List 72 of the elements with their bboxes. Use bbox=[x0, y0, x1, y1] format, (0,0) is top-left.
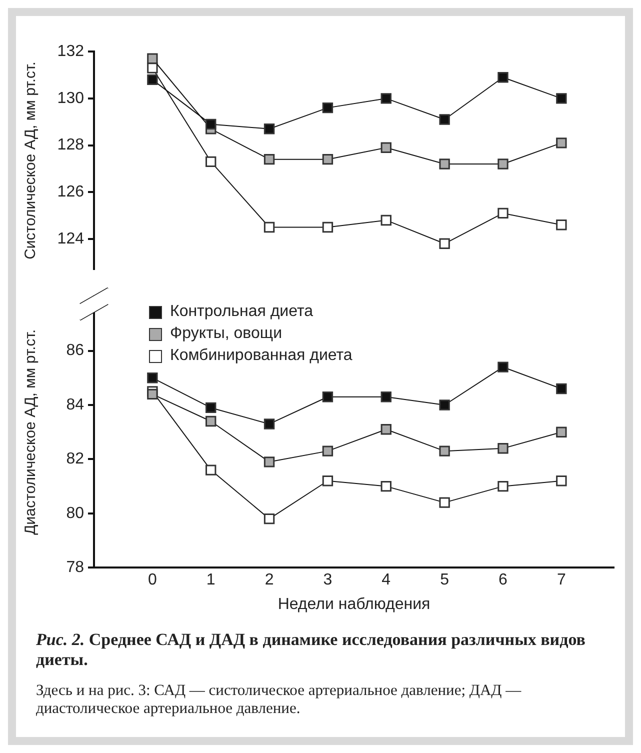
y-tick-label: 84 bbox=[66, 396, 84, 414]
text: Здесь и на рис. 3: САД — систолическое артериальное давление; ДАД — диастолическое артериальное давление. bbox=[36, 682, 522, 718]
point bbox=[322, 154, 334, 165]
point bbox=[556, 220, 567, 230]
x-tick-label: 3 bbox=[323, 572, 332, 589]
point bbox=[439, 238, 450, 249]
x-tick-label: 5 bbox=[440, 572, 450, 589]
point bbox=[439, 400, 450, 410]
x-tick-label: 7 bbox=[556, 572, 566, 589]
point bbox=[147, 62, 158, 74]
legend-label: Фрукты, овощи bbox=[170, 324, 282, 344]
x-tick-label: 0 bbox=[148, 572, 157, 589]
point bbox=[439, 158, 450, 170]
point bbox=[322, 392, 334, 402]
point bbox=[439, 114, 450, 125]
point bbox=[498, 480, 508, 492]
point bbox=[556, 138, 567, 148]
point bbox=[147, 74, 158, 86]
y-tick-label: 80 bbox=[66, 504, 84, 522]
y-tick-label: 126 bbox=[57, 184, 84, 201]
point bbox=[206, 416, 216, 427]
x-tick-label: 2 bbox=[264, 572, 274, 589]
point bbox=[264, 154, 275, 165]
text: Рис. 2. bbox=[36, 630, 85, 649]
y-tick-label: 130 bbox=[57, 90, 84, 107]
y-tick-label: 124 bbox=[57, 230, 84, 248]
point bbox=[147, 53, 158, 64]
point bbox=[498, 362, 508, 372]
point bbox=[439, 446, 450, 456]
point bbox=[439, 497, 450, 508]
point bbox=[556, 476, 567, 486]
point bbox=[380, 142, 392, 153]
x-tick-label: 6 bbox=[498, 572, 508, 589]
point bbox=[264, 124, 275, 134]
point bbox=[380, 424, 392, 435]
point bbox=[206, 464, 216, 476]
y-axis-title: Систолическое АД, мм рт.ст. bbox=[22, 62, 40, 260]
point bbox=[498, 443, 508, 454]
y-tick-label: 86 bbox=[66, 342, 84, 360]
point bbox=[206, 156, 216, 168]
point bbox=[322, 476, 334, 486]
point bbox=[264, 513, 275, 524]
point bbox=[206, 118, 216, 130]
point bbox=[380, 214, 392, 226]
point bbox=[380, 392, 392, 402]
point bbox=[264, 456, 275, 468]
x-axis-title: Недели наблюдения bbox=[278, 596, 430, 613]
point bbox=[498, 72, 508, 83]
x-tick-label: 4 bbox=[382, 572, 391, 589]
legend-label: Комбинированная диета bbox=[170, 346, 352, 366]
legend-label: Контрольная диета bbox=[170, 302, 314, 322]
point bbox=[556, 383, 567, 394]
point bbox=[147, 372, 158, 384]
y-tick-label: 132 bbox=[57, 43, 84, 60]
point bbox=[556, 426, 567, 438]
point bbox=[264, 418, 275, 430]
point bbox=[147, 388, 158, 400]
y-tick-label: 82 bbox=[66, 450, 84, 468]
x-tick-label: 1 bbox=[206, 572, 216, 589]
point bbox=[322, 222, 334, 233]
y-axis-title: Диастолическое АД, мм рт.ст. bbox=[22, 329, 40, 535]
y-tick-label: 78 bbox=[66, 559, 84, 576]
point bbox=[322, 102, 334, 114]
point bbox=[380, 93, 392, 104]
y-tick-label: 128 bbox=[57, 136, 84, 154]
point bbox=[206, 402, 216, 414]
point bbox=[322, 446, 334, 456]
point bbox=[498, 208, 508, 219]
point bbox=[264, 222, 275, 233]
point bbox=[498, 158, 508, 170]
point bbox=[556, 93, 567, 104]
point bbox=[380, 480, 392, 492]
